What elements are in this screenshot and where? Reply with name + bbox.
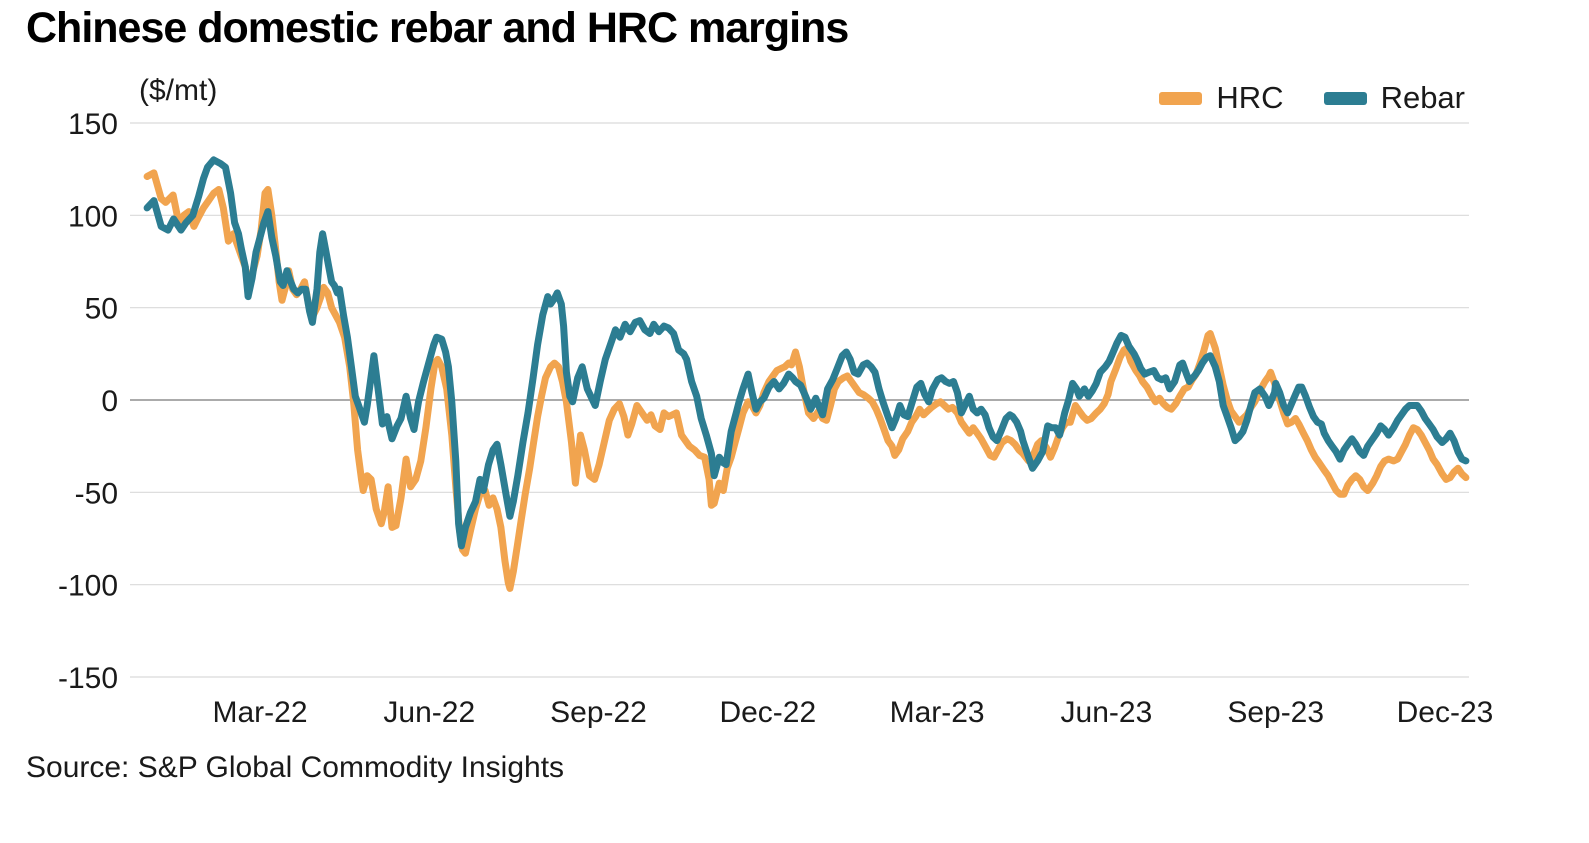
- y-tick-label: 0: [101, 385, 118, 418]
- legend-item-rebar: Rebar: [1323, 80, 1465, 116]
- rebar-swatch-icon: [1323, 91, 1367, 105]
- hrc-line: [143, 169, 1470, 592]
- y-tick-label: 50: [85, 293, 118, 326]
- y-tick-label: 150: [68, 108, 118, 141]
- y-axis-unit-label: ($/mt): [139, 74, 218, 107]
- legend-label-rebar: Rebar: [1380, 80, 1465, 115]
- y-tick-label: -150: [58, 662, 118, 695]
- chart-title: Chinese domestic rebar and HRC margins: [26, 4, 849, 52]
- legend: HRC Rebar: [1159, 80, 1465, 116]
- y-tick-label: -50: [75, 477, 118, 510]
- source-attribution: Source: S&P Global Commodity Insights: [26, 751, 565, 784]
- legend-label-hrc: HRC: [1216, 80, 1284, 115]
- x-tick-label: Mar-23: [890, 696, 985, 729]
- x-tick-label: Mar-22: [212, 696, 307, 729]
- rebar-line: [143, 156, 1470, 550]
- legend-item-hrc: HRC: [1159, 80, 1284, 116]
- x-tick-label: Jun-22: [383, 696, 475, 729]
- x-tick-label: Dec-22: [719, 696, 816, 729]
- x-tick-label: Dec-23: [1397, 696, 1494, 729]
- x-tick-label: Jun-23: [1061, 696, 1153, 729]
- y-tick-label: 100: [68, 200, 118, 233]
- x-tick-label: Sep-23: [1227, 696, 1324, 729]
- hrc-swatch-icon: [1159, 91, 1203, 105]
- x-tick-label: Sep-22: [550, 696, 647, 729]
- y-tick-label: -100: [58, 570, 118, 603]
